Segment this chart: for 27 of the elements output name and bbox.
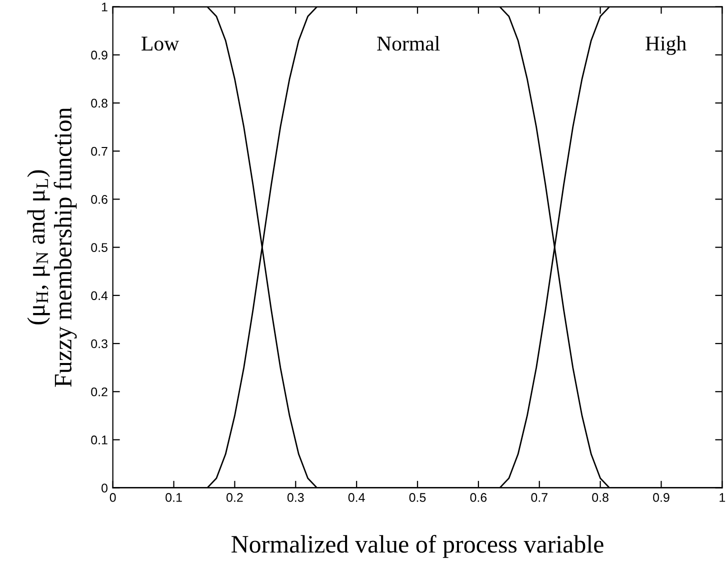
x-tick-label: 0.8 — [592, 493, 608, 502]
y-tick-label: 0 — [102, 484, 108, 493]
annotation: Low — [142, 36, 180, 51]
y-tick-label: 0.6 — [91, 195, 108, 204]
x-tick-label: 0.7 — [531, 493, 548, 502]
annotation: High — [646, 36, 686, 55]
x-tick-label: 0.1 — [166, 493, 182, 502]
y-tick-label: 0.2 — [91, 387, 108, 396]
y-tick-label: 1 — [102, 2, 108, 12]
x-tick-label: 0.4 — [348, 493, 365, 502]
y-tick-label: 0.7 — [91, 146, 108, 156]
x-axis-title: Normalized value of process variable — [231, 534, 604, 558]
x-tick-label: 0.6 — [470, 493, 487, 502]
x-tick-label: 0.9 — [653, 493, 670, 502]
y-axis-title: (μ$_{H}$, μ$_{N}$ and μ$_{L}$) Fuzzy membership function — [27, 107, 77, 387]
y-tick-label: 0.4 — [91, 291, 108, 300]
y-tick-label: 0.3 — [91, 339, 108, 348]
x-tick-label: 0.2 — [226, 493, 243, 502]
y-tick-label: 0.5 — [91, 243, 108, 252]
y-tick-label: 0.8 — [91, 98, 108, 108]
x-tick-label: 1 — [720, 493, 726, 502]
y-tick-label: 0.1 — [91, 436, 108, 444]
x-tick-label: 0 — [110, 493, 116, 502]
x-tick-label: 0.5 — [409, 493, 426, 502]
annotation: Normal — [377, 36, 440, 51]
y-tick-label: 0.9 — [91, 50, 108, 60]
x-tick-label: 0.3 — [287, 493, 304, 502]
